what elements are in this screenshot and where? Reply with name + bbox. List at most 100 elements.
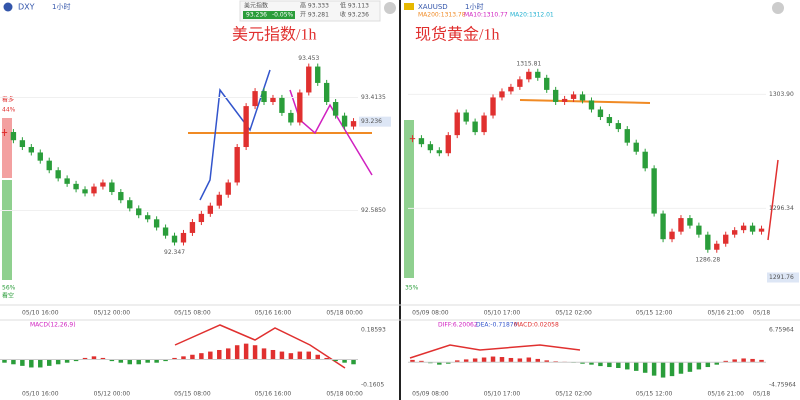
macd-bar — [759, 359, 764, 363]
macd-bar — [208, 351, 213, 360]
zigzag — [199, 69, 271, 201]
candle — [517, 79, 523, 87]
candle — [332, 102, 339, 116]
candle — [55, 170, 61, 179]
macd-bar — [517, 358, 523, 363]
x-tick-label: 05/12 02:00 — [555, 391, 592, 398]
interval[interactable]: 1小时 — [52, 2, 70, 11]
macd-bar — [454, 360, 460, 363]
macd-bar — [11, 359, 16, 365]
macd-bar — [625, 362, 630, 370]
bull-bar — [2, 118, 12, 178]
candle — [216, 194, 222, 206]
candle — [37, 152, 43, 161]
macd-legend: MACD:0.02058 — [514, 322, 559, 329]
settings-icon[interactable] — [772, 2, 784, 14]
candle — [642, 151, 648, 169]
x-tick-label: 05/16 21:00 — [707, 391, 744, 398]
macd-bar — [145, 359, 150, 363]
macd-bar — [46, 359, 52, 366]
candle — [350, 121, 357, 127]
macd-bar — [333, 359, 338, 362]
x-tick-label: 05/12 00:00 — [94, 391, 131, 398]
candle — [144, 215, 151, 220]
macd-bar — [544, 360, 549, 363]
macd-bar — [410, 359, 415, 363]
candle — [490, 97, 496, 116]
macd-tick-label: -0.1605 — [361, 382, 384, 389]
y-tick-label: 92.5850 — [361, 207, 386, 214]
price-tag — [767, 272, 799, 283]
candle — [180, 232, 187, 243]
price-tag-label: 1291.76 — [769, 274, 794, 281]
macd-bar — [705, 362, 711, 368]
candle — [46, 160, 52, 171]
candle — [678, 218, 684, 232]
candle — [189, 222, 196, 233]
macd-bar — [687, 362, 693, 372]
y-tick-label: 1303.90 — [769, 91, 794, 98]
x-tick-label: 05/15 12:00 — [636, 310, 673, 317]
settings-icon[interactable] — [384, 2, 396, 14]
symbol[interactable]: DXY — [18, 3, 35, 12]
symbol[interactable]: XAUUSD — [418, 3, 448, 11]
macd-bar — [91, 356, 97, 360]
candle — [82, 189, 88, 194]
candle — [740, 225, 747, 231]
quote-price: 93.236 — [246, 12, 267, 19]
candle — [315, 66, 321, 83]
x-tick-label: 05/16 16:00 — [255, 391, 292, 398]
x-tick-label: 05/18 00:00 — [326, 310, 363, 317]
candle — [279, 97, 285, 113]
candle — [171, 235, 178, 243]
candle — [109, 182, 115, 193]
macd-bar — [163, 359, 168, 362]
macd-bar — [234, 345, 240, 360]
x-tick-label: 05/10 17:00 — [484, 391, 521, 398]
macd-bar — [750, 358, 755, 363]
candle — [561, 98, 568, 102]
candle — [252, 91, 258, 107]
candle — [544, 77, 550, 90]
x-tick-label: 05/18 — [753, 391, 770, 398]
macd-bar — [446, 362, 451, 364]
bear-label: 看空 — [2, 292, 14, 300]
candle — [696, 225, 702, 235]
macd-bar — [616, 362, 621, 369]
macd-bar — [633, 362, 639, 371]
macd-bar — [714, 362, 720, 365]
macd-bar — [324, 357, 329, 360]
chart-title: 美元指数/1h — [232, 26, 316, 44]
y-tick-label: 93.4135 — [361, 94, 386, 101]
ma-legend: MA200:1313.78 — [418, 12, 466, 19]
macd-tick-label: 6.75964 — [769, 327, 794, 334]
interval[interactable]: 1小时 — [465, 2, 483, 11]
macd-bar — [598, 362, 603, 367]
candle — [749, 225, 756, 232]
candle — [341, 115, 348, 127]
quote-open: 开 93.281 — [300, 12, 329, 19]
candle — [91, 186, 97, 194]
quote-close: 收 93.236 — [340, 11, 369, 19]
candle — [28, 147, 35, 153]
chart-title: 现货黄金/1h — [415, 26, 499, 44]
candle — [127, 200, 133, 209]
candle — [436, 150, 443, 154]
macd-legend: DIFF:6.20062 — [438, 322, 478, 329]
macd-bar — [217, 349, 222, 360]
resistance-line — [519, 99, 651, 104]
quote-name: 美元指数 — [244, 2, 268, 10]
macd-bar — [463, 359, 469, 363]
x-tick-label: 05/15 12:00 — [636, 391, 673, 398]
candle — [207, 205, 214, 214]
candle — [409, 138, 416, 140]
macd-bar — [64, 359, 70, 363]
macd-bar — [306, 351, 312, 360]
macd-bar — [535, 358, 541, 363]
macd-bar — [29, 359, 34, 368]
ma-legend: MA10:1310.77 — [464, 12, 508, 19]
candle — [297, 92, 303, 123]
macd-bar — [127, 359, 133, 365]
macd-bar — [342, 359, 347, 363]
macd-bar — [580, 362, 585, 364]
